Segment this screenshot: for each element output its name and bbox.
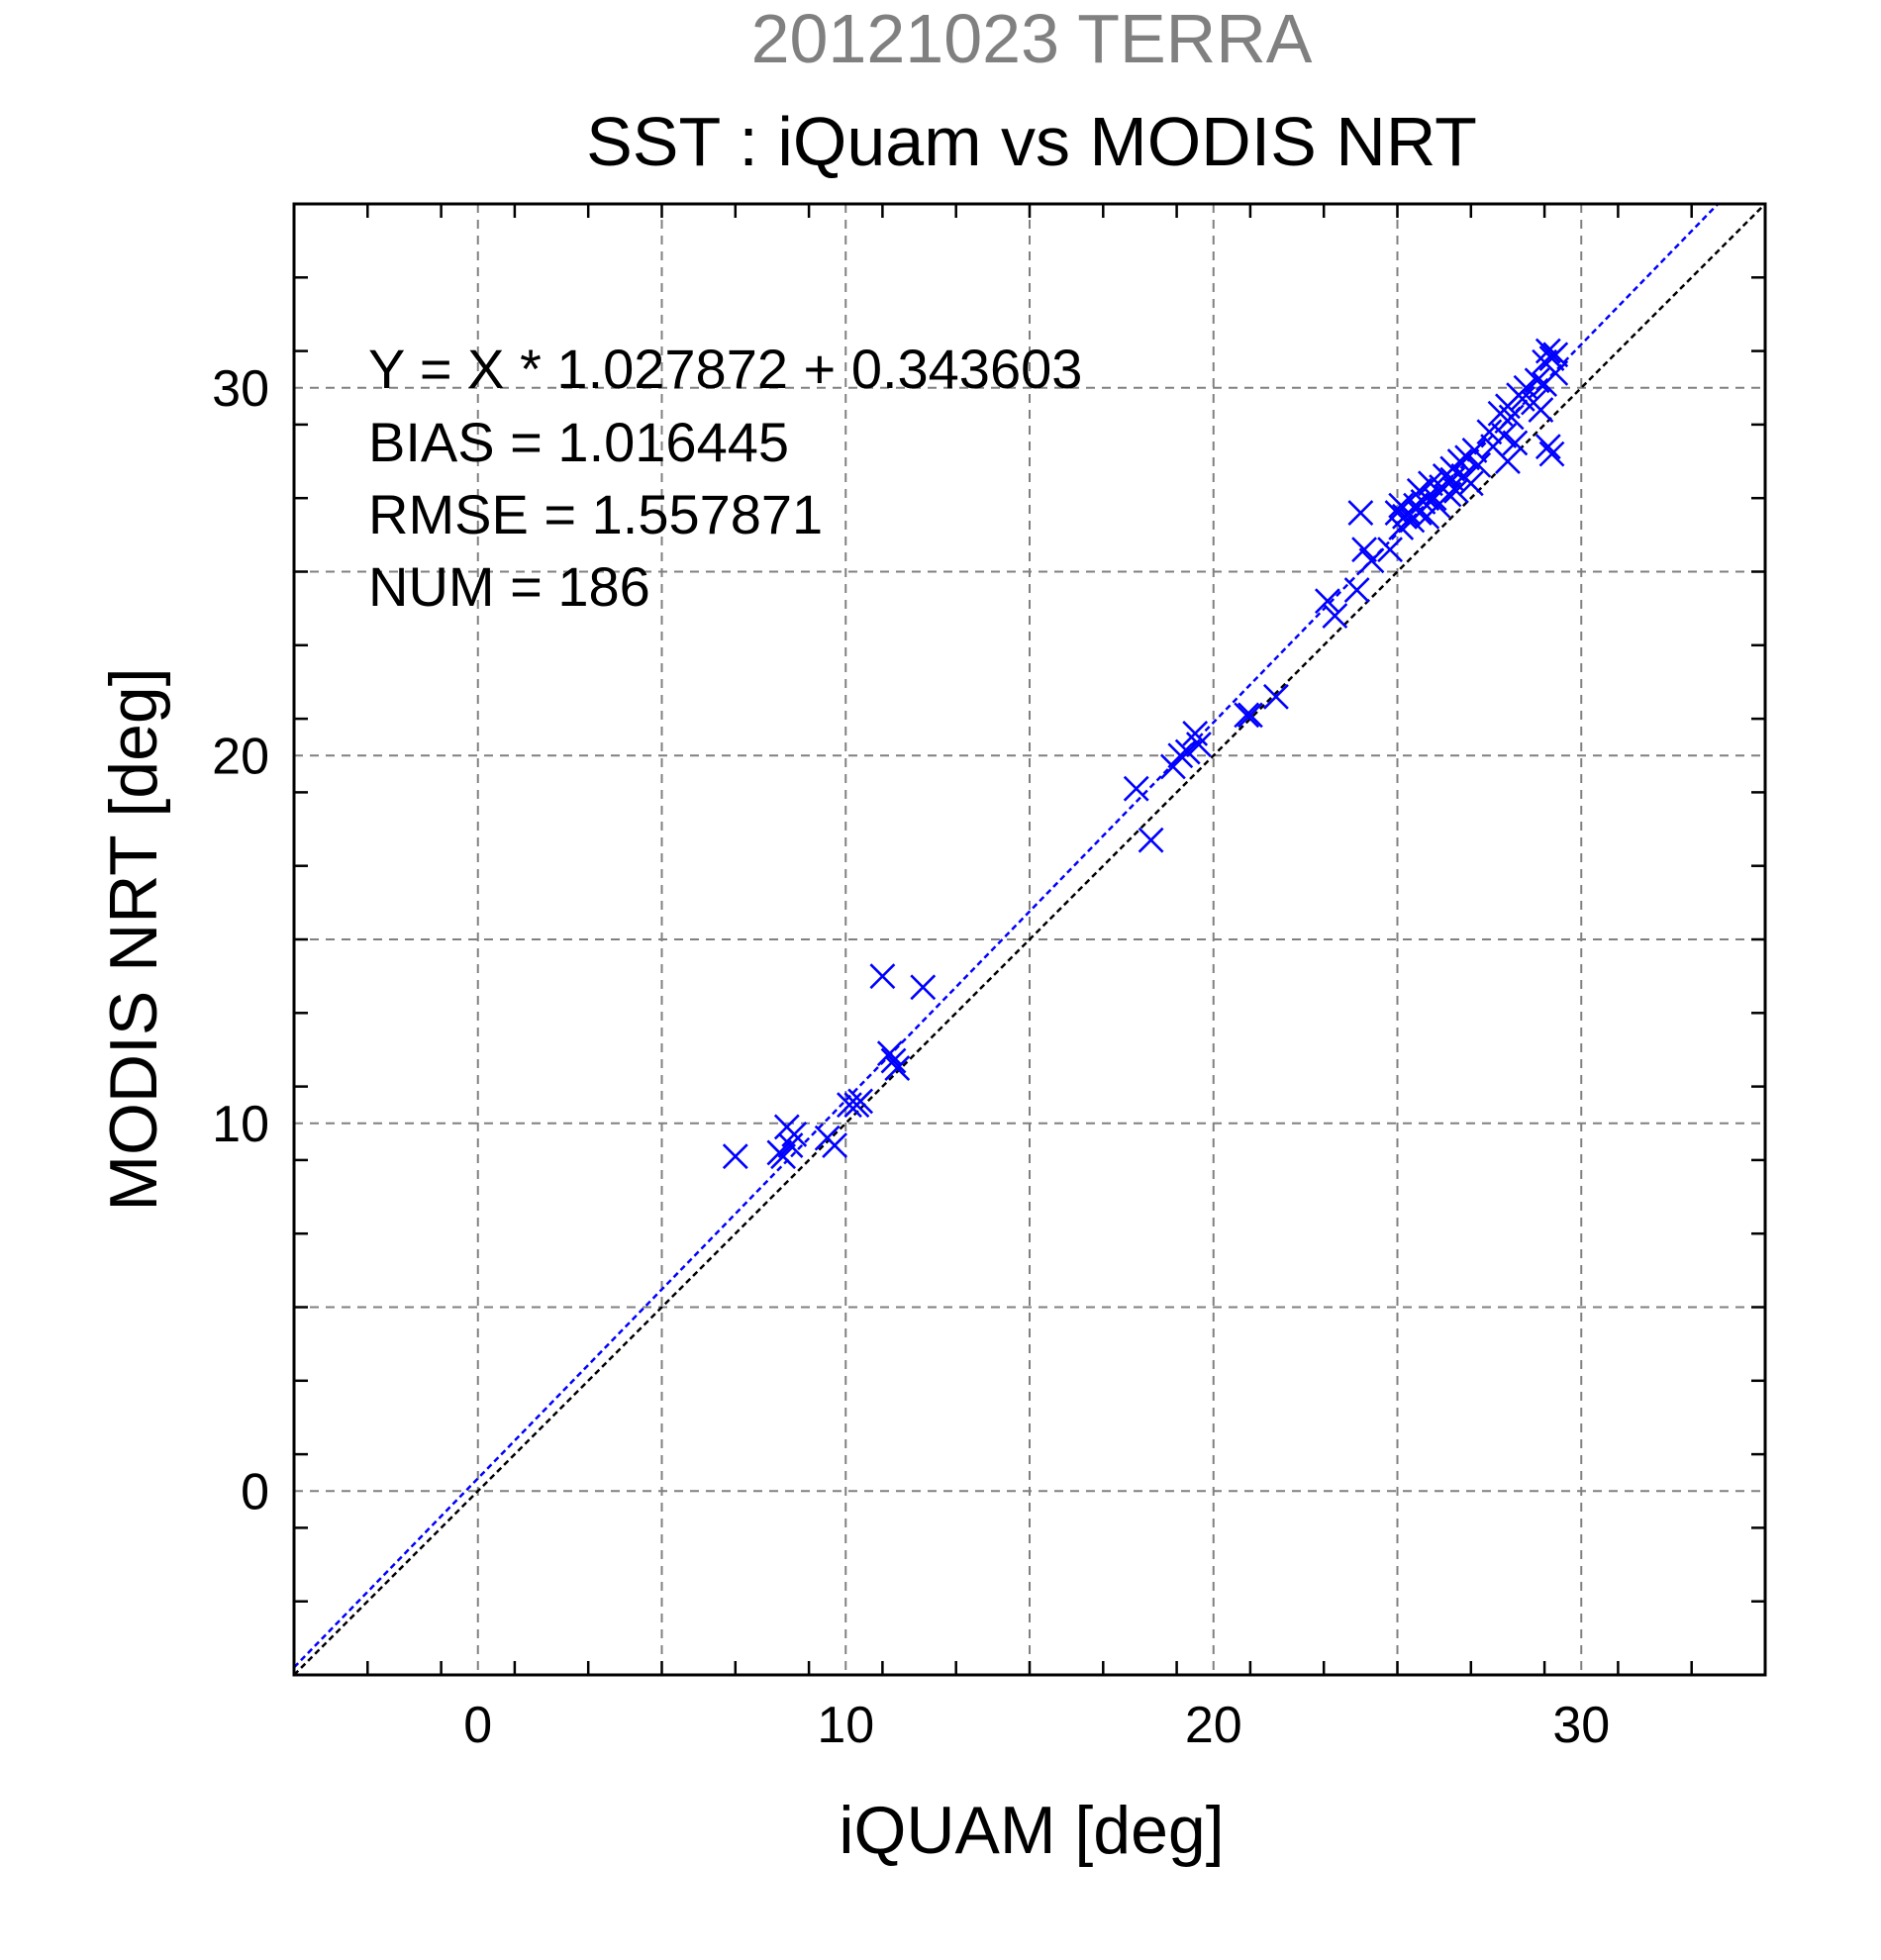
data-point [1262, 683, 1289, 710]
data-point [847, 1088, 874, 1115]
data-point [1528, 397, 1554, 423]
stat-line-num: NUM = 186 [368, 555, 650, 618]
data-point [1476, 419, 1503, 445]
stat-line-rmse: RMSE = 1.557871 [368, 483, 823, 545]
data-point [1322, 603, 1348, 629]
y-tick-label: 20 [212, 728, 269, 785]
data-point [1457, 470, 1484, 497]
fit-statistics: Y = X * 1.027872 + 0.343603 BIAS = 1.016… [368, 338, 1082, 618]
data-point [1347, 500, 1374, 526]
data-point [1351, 537, 1377, 563]
data-point [1138, 827, 1164, 853]
data-point [1542, 359, 1569, 386]
data-point [910, 974, 937, 1001]
data-point [1237, 702, 1263, 729]
data-point [1443, 477, 1469, 504]
data-point [1234, 702, 1260, 729]
chart-supertitle: 20121023 TERRA [751, 0, 1313, 77]
data-point [1315, 588, 1340, 615]
stat-line-equation: Y = X * 1.027872 + 0.343603 [368, 338, 1082, 400]
regression-line [293, 203, 1720, 1669]
y-tick-label: 10 [212, 1096, 269, 1153]
data-point [1377, 537, 1403, 563]
data-point [1524, 367, 1550, 394]
plot-frame [292, 202, 1767, 1677]
data-point [722, 1143, 748, 1170]
data-point [1185, 732, 1212, 758]
data-point [1534, 434, 1561, 460]
x-tick-label: 30 [1552, 1697, 1610, 1754]
data-point [1414, 485, 1440, 512]
x-tick-label: 20 [1185, 1697, 1242, 1754]
chart-title: SST : iQuam vs MODIS NRT [586, 103, 1477, 180]
y-tick-label: 0 [241, 1463, 269, 1520]
data-point [1174, 738, 1201, 765]
data-point [1465, 451, 1492, 478]
x-tick-label: 0 [463, 1697, 492, 1754]
tick-labels: 0 10 20 30 0 10 20 30 [212, 360, 1610, 1754]
x-tick-label: 10 [817, 1697, 874, 1754]
data-point [869, 963, 896, 990]
data-points [722, 338, 1569, 1170]
data-point [1358, 547, 1385, 574]
data-point [1502, 430, 1529, 456]
data-point [781, 1121, 808, 1147]
data-point [770, 1143, 797, 1170]
data-point [1534, 338, 1561, 364]
data-point [1436, 481, 1462, 508]
data-point [880, 1047, 907, 1074]
grid [294, 204, 1765, 1675]
data-point [1495, 448, 1521, 474]
data-point [1167, 742, 1194, 769]
y-axis-label: MODIS NRT [deg] [96, 667, 171, 1211]
x-axis-label: iQUAM [deg] [839, 1793, 1224, 1868]
axis-ticks [294, 204, 1765, 1675]
data-point [876, 1040, 903, 1067]
data-point [1491, 423, 1518, 448]
data-point [1498, 404, 1525, 431]
stat-line-bias: BIAS = 1.016445 [368, 411, 789, 473]
y-tick-label: 30 [212, 360, 269, 418]
data-point [884, 1055, 911, 1081]
data-point [1343, 577, 1370, 603]
data-point [1542, 342, 1569, 368]
data-point [1123, 775, 1149, 802]
data-point [1384, 500, 1411, 526]
data-point [822, 1132, 848, 1158]
data-point [1538, 441, 1565, 467]
